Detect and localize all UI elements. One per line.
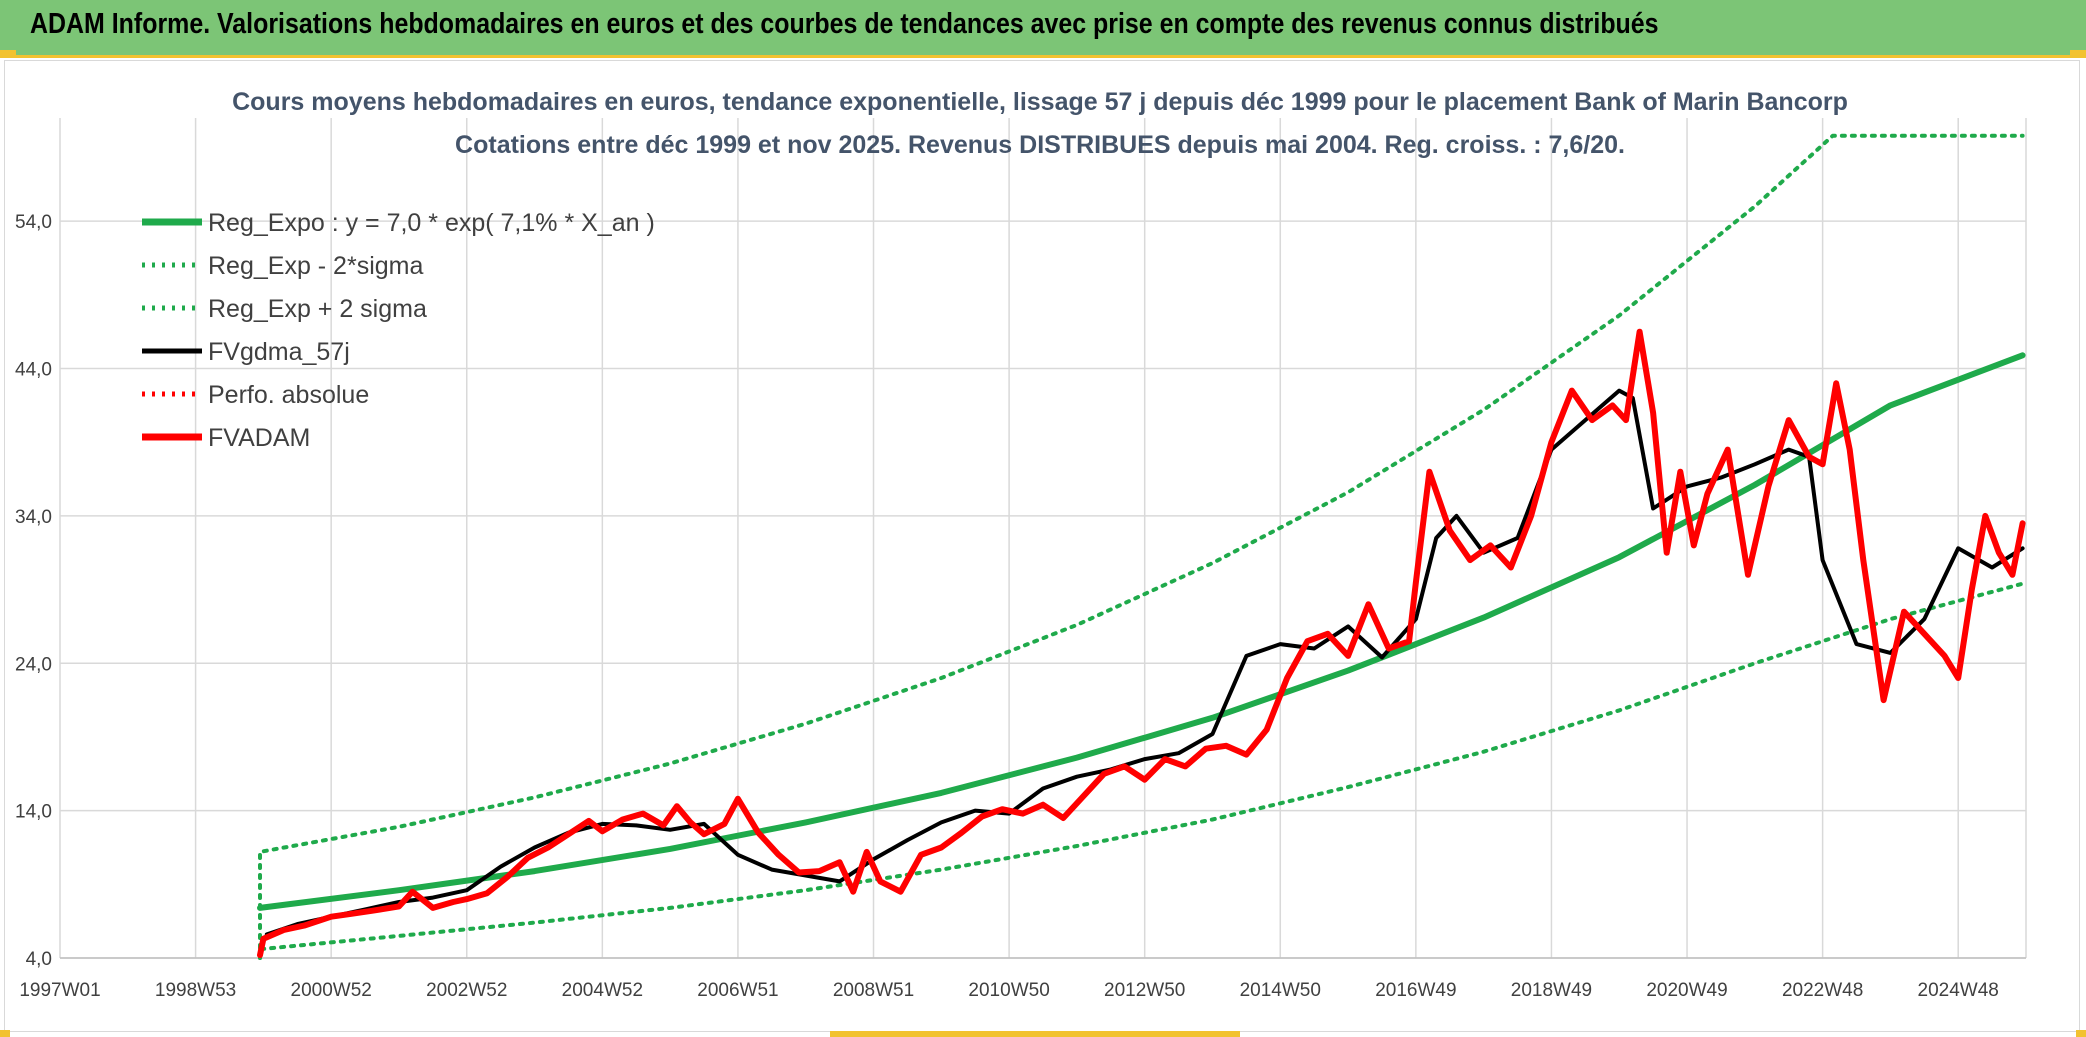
series-line-reg-exp-2-sigma [258,133,2025,960]
x-tick-label: 2000W52 [291,980,372,1001]
legend-label: FVADAM [208,424,310,452]
x-tick-label: 2012W50 [1104,980,1185,1001]
legend: Reg_Expo : y = 7,0 * exp( 7,1% * X_an ) R… [142,209,655,452]
y-tick-label: 54,0 [15,212,52,233]
x-tick-label: 2018W49 [1511,980,1592,1001]
x-tick-label: 2022W48 [1782,980,1863,1001]
x-tick-label: 2008W51 [833,980,914,1001]
x-tick-label: 2024W48 [1918,980,1999,1001]
legend-label: Reg_Exp - 2*sigma [208,252,423,280]
x-tick-label: 2016W49 [1375,980,1456,1001]
chart-title-line-2: Cotations entre déc 1999 et nov 2025. Re… [455,131,1625,159]
x-tick-label: 2014W50 [1240,980,1321,1001]
corner-mark-top-left [0,50,16,58]
legend-label: Perfo. absolue [208,381,369,409]
y-tick-label: 4,0 [26,949,52,970]
corner-mark-bottom-center [830,1031,1240,1037]
report-title: ADAM Informe. Valorisations hebdomadaire… [30,8,1659,40]
corner-mark-bottom-right [2076,1030,2086,1037]
y-tick-label: 44,0 [15,360,52,381]
header-bar: ADAM Informe. Valorisations hebdomadaire… [0,0,2086,58]
tick-labels: 4,0 14,0 24,0 34,0 44,0 54,0 1997W01 1998W53 200… [15,212,1999,1001]
series-layer [257,133,2026,960]
x-tick-label: 2006W51 [697,980,778,1001]
series-line-reg-expo-y-7-0-exp-7-1-x-an [257,352,2026,911]
y-tick-label: 24,0 [15,654,52,675]
legend-label: FVgdma_57j [208,338,350,366]
x-tick-label: 2002W52 [426,980,507,1001]
legend-label: Reg_Expo : y = 7,0 * exp( 7,1% * X_an ) [208,209,655,237]
chart-title-line-1: Cours moyens hebdomadaires en euros, ten… [232,88,1848,116]
x-tick-label: 2010W50 [968,980,1049,1001]
y-tick-label: 14,0 [15,802,52,823]
y-tick-label: 34,0 [15,507,52,528]
series-line-fvadam [257,328,2026,959]
x-tick-label: 2020W49 [1646,980,1727,1001]
corner-mark-bottom-left [0,1030,10,1037]
x-tick-label: 1997W01 [19,980,100,1001]
chart-title: Cours moyens hebdomadaires en euros, ten… [232,88,1848,159]
series-line-reg-exp-2-sigma [258,581,2025,960]
corner-mark-top-right [2070,50,2086,58]
x-tick-label: 2004W52 [562,980,643,1001]
legend-label: Reg_Exp + 2 sigma [208,295,427,323]
grid-layer [59,118,2027,959]
x-tick-label: 1998W53 [155,980,236,1001]
